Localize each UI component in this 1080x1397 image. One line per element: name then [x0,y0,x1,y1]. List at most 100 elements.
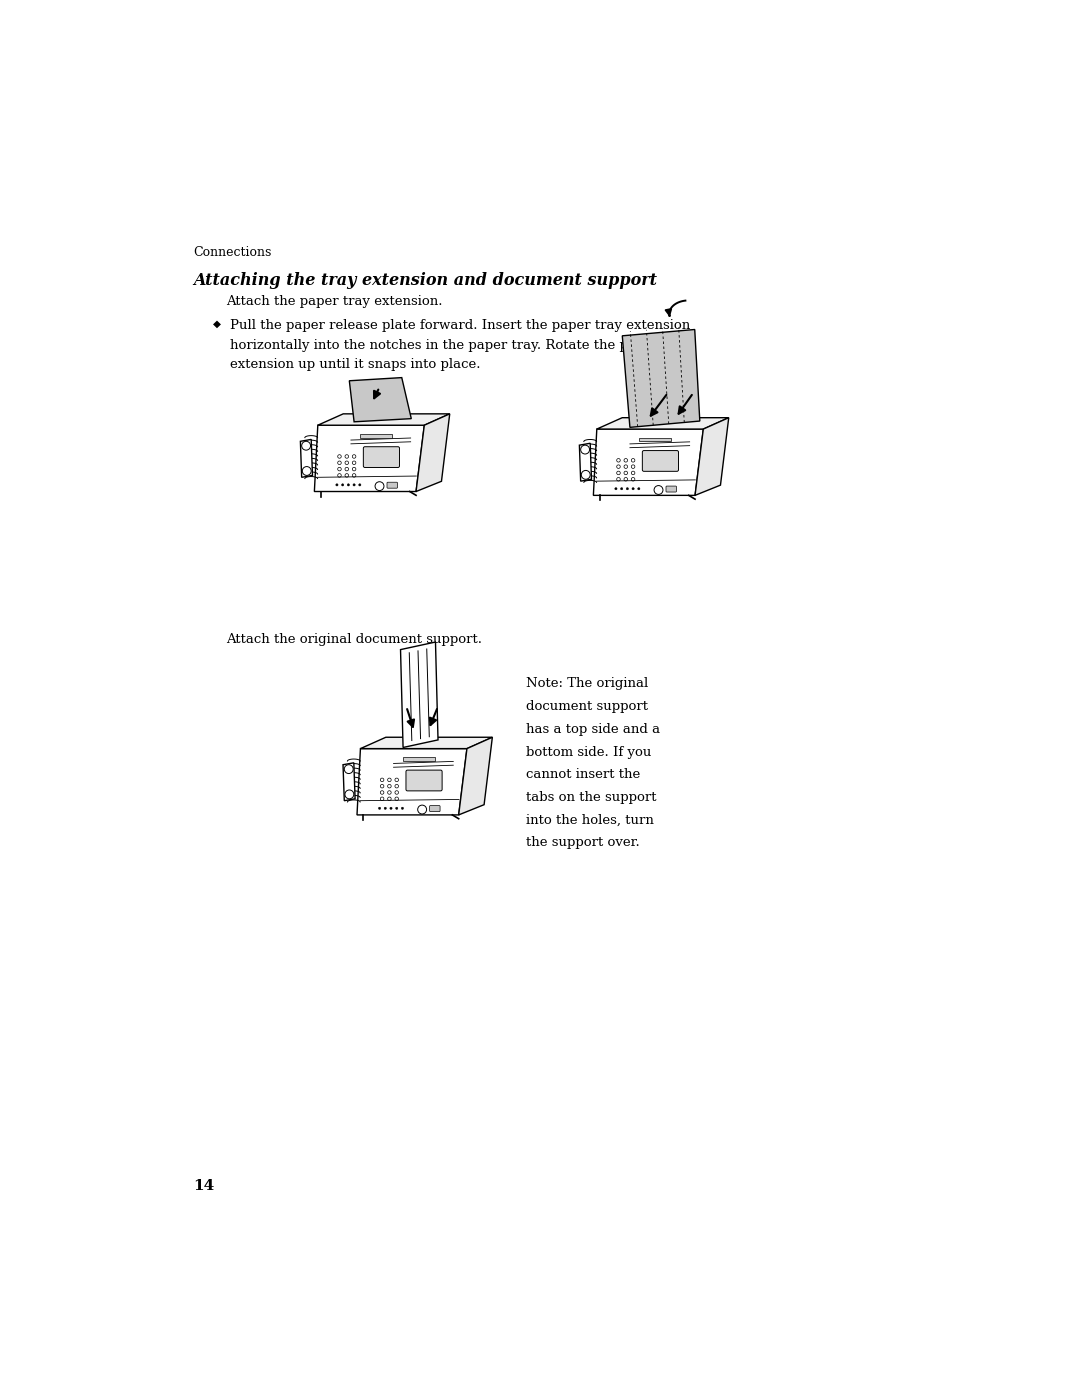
Polygon shape [459,738,492,814]
FancyBboxPatch shape [643,451,678,471]
Circle shape [617,471,620,475]
Circle shape [345,461,349,465]
Text: tabs on the support: tabs on the support [526,791,657,803]
Circle shape [418,805,427,814]
Polygon shape [314,425,424,492]
Circle shape [352,468,356,471]
Circle shape [402,807,404,809]
Circle shape [624,465,627,468]
Circle shape [615,488,617,490]
Text: 14: 14 [193,1179,214,1193]
Polygon shape [593,429,703,496]
FancyBboxPatch shape [363,447,400,468]
Circle shape [380,778,383,782]
Text: Attach the original document support.: Attach the original document support. [227,633,483,647]
Circle shape [359,483,361,486]
Circle shape [632,465,635,468]
Circle shape [338,461,341,465]
Text: Attaching the tray extension and document support: Attaching the tray extension and documen… [193,271,657,289]
Circle shape [581,446,590,454]
Circle shape [632,471,635,475]
Circle shape [380,798,383,800]
Circle shape [388,791,391,795]
Circle shape [632,478,635,481]
FancyBboxPatch shape [666,486,676,492]
Circle shape [380,791,383,795]
Circle shape [395,778,399,782]
Circle shape [395,791,399,795]
Circle shape [624,458,627,462]
Polygon shape [318,414,449,425]
Circle shape [336,483,338,486]
Circle shape [338,454,341,458]
Polygon shape [361,738,492,749]
Polygon shape [401,643,438,747]
Polygon shape [597,418,729,429]
Polygon shape [696,418,729,496]
Text: Note: The original: Note: The original [526,678,649,690]
Polygon shape [579,443,592,481]
Text: document support: document support [526,700,648,712]
Circle shape [302,467,311,475]
Circle shape [345,474,349,478]
Circle shape [388,798,391,800]
Circle shape [617,458,620,462]
Circle shape [654,486,663,495]
Circle shape [380,784,383,788]
FancyBboxPatch shape [430,806,440,812]
Circle shape [617,465,620,468]
Polygon shape [416,414,449,492]
Circle shape [345,468,349,471]
Text: horizontally into the notches in the paper tray. Rotate the paper tray: horizontally into the notches in the pap… [230,338,689,352]
Polygon shape [300,440,312,478]
Text: Attach the paper tray extension.: Attach the paper tray extension. [227,295,443,307]
FancyBboxPatch shape [387,482,397,488]
Text: cannot insert the: cannot insert the [526,768,640,781]
Circle shape [617,478,620,481]
Circle shape [624,471,627,475]
Text: into the holes, turn: into the holes, turn [526,813,654,827]
Circle shape [341,483,343,486]
Text: Pull the paper release plate forward. Insert the paper tray extension: Pull the paper release plate forward. In… [230,320,690,332]
Text: extension up until it snaps into place.: extension up until it snaps into place. [230,358,480,370]
Text: Connections: Connections [193,246,271,260]
Circle shape [353,483,355,486]
FancyBboxPatch shape [361,433,392,437]
Circle shape [378,807,381,809]
Text: has a top side and a: has a top side and a [526,722,661,736]
Circle shape [388,778,391,782]
Text: the support over.: the support over. [526,837,640,849]
Circle shape [390,807,392,809]
Text: ◆: ◆ [213,320,220,328]
Polygon shape [622,330,700,427]
Circle shape [632,458,635,462]
FancyBboxPatch shape [403,757,435,761]
Polygon shape [343,763,355,800]
FancyBboxPatch shape [406,770,442,791]
Circle shape [624,478,627,481]
Circle shape [632,488,634,490]
Circle shape [338,468,341,471]
Text: bottom side. If you: bottom side. If you [526,746,651,759]
Circle shape [626,488,629,490]
Polygon shape [349,377,411,422]
Circle shape [345,789,354,799]
Circle shape [345,764,353,774]
Circle shape [345,454,349,458]
Circle shape [395,784,399,788]
Circle shape [395,798,399,800]
Circle shape [384,807,387,809]
Circle shape [388,784,391,788]
Circle shape [352,461,356,465]
Circle shape [352,474,356,478]
Circle shape [395,807,397,809]
Circle shape [375,482,384,490]
Circle shape [621,488,623,490]
Circle shape [301,441,311,450]
Circle shape [338,474,341,478]
Circle shape [352,454,356,458]
Circle shape [581,471,590,479]
Circle shape [348,483,350,486]
Polygon shape [357,749,467,814]
Circle shape [637,488,640,490]
